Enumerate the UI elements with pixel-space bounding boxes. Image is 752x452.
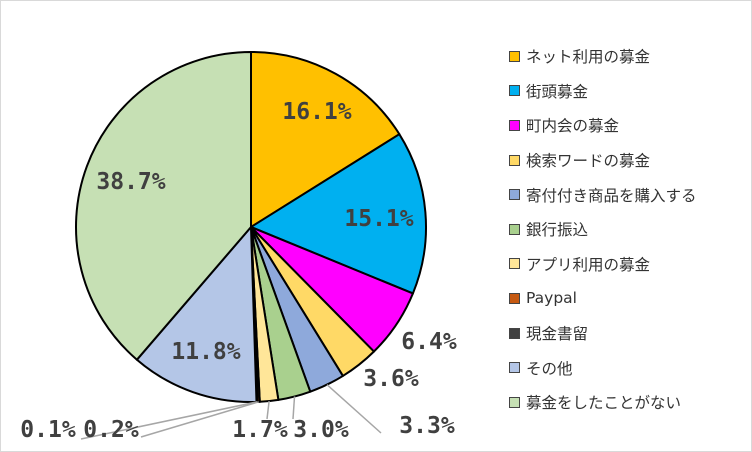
legend-label-11: 募金をしたことがない	[526, 394, 682, 413]
data-label-3: 6.4%	[401, 329, 457, 355]
legend-item-5: 寄付付き商品を購入する	[509, 177, 749, 212]
legend-label-9: 現金書留	[526, 325, 589, 344]
legend-label-4: 検索ワードの募金	[526, 152, 651, 171]
legend-swatch-9	[509, 327, 520, 339]
legend-swatch-1	[509, 50, 520, 62]
legend-item-2: 街頭募金	[509, 74, 749, 109]
legend-item-4: 検索ワードの募金	[509, 143, 749, 178]
legend: ネット利用の募金 街頭募金町内会の募金検索ワードの募金寄付付き商品を購入する 銀行振…	[509, 39, 749, 420]
legend-swatch-11	[509, 396, 520, 408]
legend-swatch-4	[509, 154, 520, 166]
leader-line-7	[266, 400, 270, 420]
data-label-9: 0.1%	[20, 417, 76, 443]
legend-swatch-3	[509, 119, 520, 131]
legend-item-10: その他	[509, 350, 749, 385]
legend-item-9: 現金書留	[509, 316, 749, 351]
data-label-8: 0.2%	[83, 417, 139, 443]
pie-slice-10	[135, 226, 258, 403]
data-label-1: 16.1%	[282, 99, 351, 125]
leader-line-8	[140, 401, 259, 438]
pie-slice-1	[250, 51, 401, 228]
legend-label-3: 町内会の募金	[526, 117, 620, 136]
data-label-2: 15.1%	[344, 206, 413, 232]
data-label-10: 11.8%	[171, 339, 240, 365]
legend-label-2: 街頭募金	[526, 82, 589, 101]
pie-slice-11	[75, 51, 252, 361]
legend-swatch-7	[509, 258, 520, 270]
data-label-11: 38.7%	[96, 169, 165, 195]
legend-swatch-5	[509, 189, 520, 201]
leader-line-6	[292, 396, 296, 420]
legend-swatch-8	[509, 292, 520, 304]
data-label-6: 3.0%	[293, 417, 349, 443]
legend-label-6: 銀行振込	[526, 221, 589, 240]
legend-label-5: 寄付付き商品を購入する	[526, 186, 697, 205]
legend-swatch-2	[509, 85, 520, 97]
pie-slice-2	[250, 133, 427, 295]
legend-label-10: その他	[526, 359, 573, 378]
legend-swatch-10	[509, 362, 520, 374]
legend-label-1: ネット利用の募金	[526, 48, 651, 67]
leader-line-5	[326, 384, 382, 434]
data-label-4: 3.6%	[363, 366, 419, 392]
legend-label-8: Paypal	[526, 289, 577, 308]
legend-item-3: 町内会の募金	[509, 108, 749, 143]
legend-item-7: アプリ利用の募金	[509, 247, 749, 282]
data-label-7: 1.7%	[232, 417, 288, 443]
legend-swatch-6	[509, 223, 520, 235]
legend-item-1: ネット利用の募金	[509, 39, 749, 74]
legend-item-6: 銀行振込	[509, 212, 749, 247]
data-label-5: 3.3%	[399, 413, 455, 439]
leader-line-9	[80, 401, 258, 440]
legend-item-11: 募金をしたことがない	[509, 385, 749, 420]
legend-item-8: Paypal	[509, 281, 749, 316]
legend-label-7: アプリ利用の募金	[526, 255, 651, 274]
